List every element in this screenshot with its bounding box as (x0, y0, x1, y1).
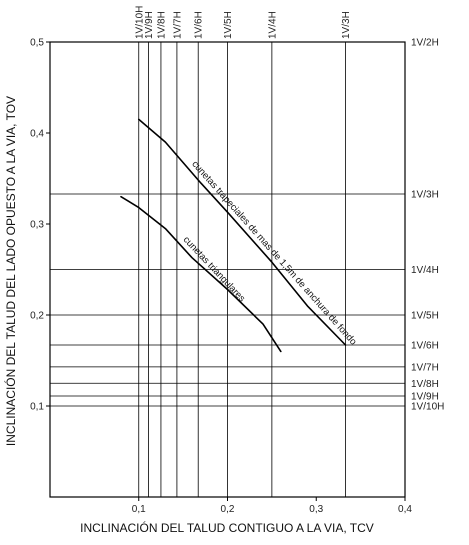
x-axis-title: INCLINACIÓN DEL TALUD CONTIGUO A LA VIA,… (80, 520, 374, 535)
slope-label-top: 1V/7H (172, 11, 183, 39)
tick-labels: 1V/2H1V/3H1V/4H1V/5H1V/6H1V/7H1V/8H1V/9H… (30, 6, 444, 515)
slope-label-right: 1V/8H (411, 379, 439, 390)
x-tick-label: 0,1 (132, 504, 146, 515)
slope-label-right: 1V/7H (411, 362, 439, 373)
y-tick-label: 0,1 (30, 402, 44, 413)
slope-label-top: 1V/6H (194, 11, 205, 39)
series-line (138, 118, 347, 346)
slope-label-right: 1V/5H (411, 311, 439, 322)
slope-label-top: 1V/10H (134, 6, 145, 39)
x-tick-label: 0,2 (221, 504, 235, 515)
y-tick-label: 0,4 (30, 129, 44, 140)
x-tick-label: 0,4 (398, 504, 412, 515)
y-tick-label: 0,3 (30, 220, 44, 231)
slope-label-right: 1V/4H (411, 265, 439, 276)
slope-lines-vertical (138, 42, 346, 497)
slope-label-right: 1V/6H (411, 341, 439, 352)
slope-label-top: 1V/5H (223, 11, 234, 39)
y-tick-label: 0,2 (30, 311, 44, 322)
series-line (120, 195, 282, 353)
slope-label-right: 1V/2H (411, 38, 439, 49)
x-tick-label: 0,3 (309, 504, 323, 515)
y-axis-title: INCLINACIÓN DEL TALUD DEL LADO OPUESTO A… (3, 96, 18, 446)
slope-label-right: 1V/3H (411, 189, 439, 200)
slope-label-top: 1V/9H (144, 11, 155, 39)
slope-label-top: 1V/3H (341, 11, 352, 39)
axis-ticks (46, 41, 406, 501)
curves: cunetas trapeciales de mas de 1,5m de an… (120, 118, 359, 353)
series-label: cunetas trapeciales de mas de 1,5m de an… (189, 159, 358, 348)
slope-label-top: 1V/4H (267, 11, 278, 39)
y-tick-label: 0,5 (30, 38, 44, 49)
slope-label-right: 1V/10H (411, 402, 444, 413)
slope-label-right: 1V/9H (411, 391, 439, 402)
slope-label-top: 1V/8H (156, 11, 167, 39)
